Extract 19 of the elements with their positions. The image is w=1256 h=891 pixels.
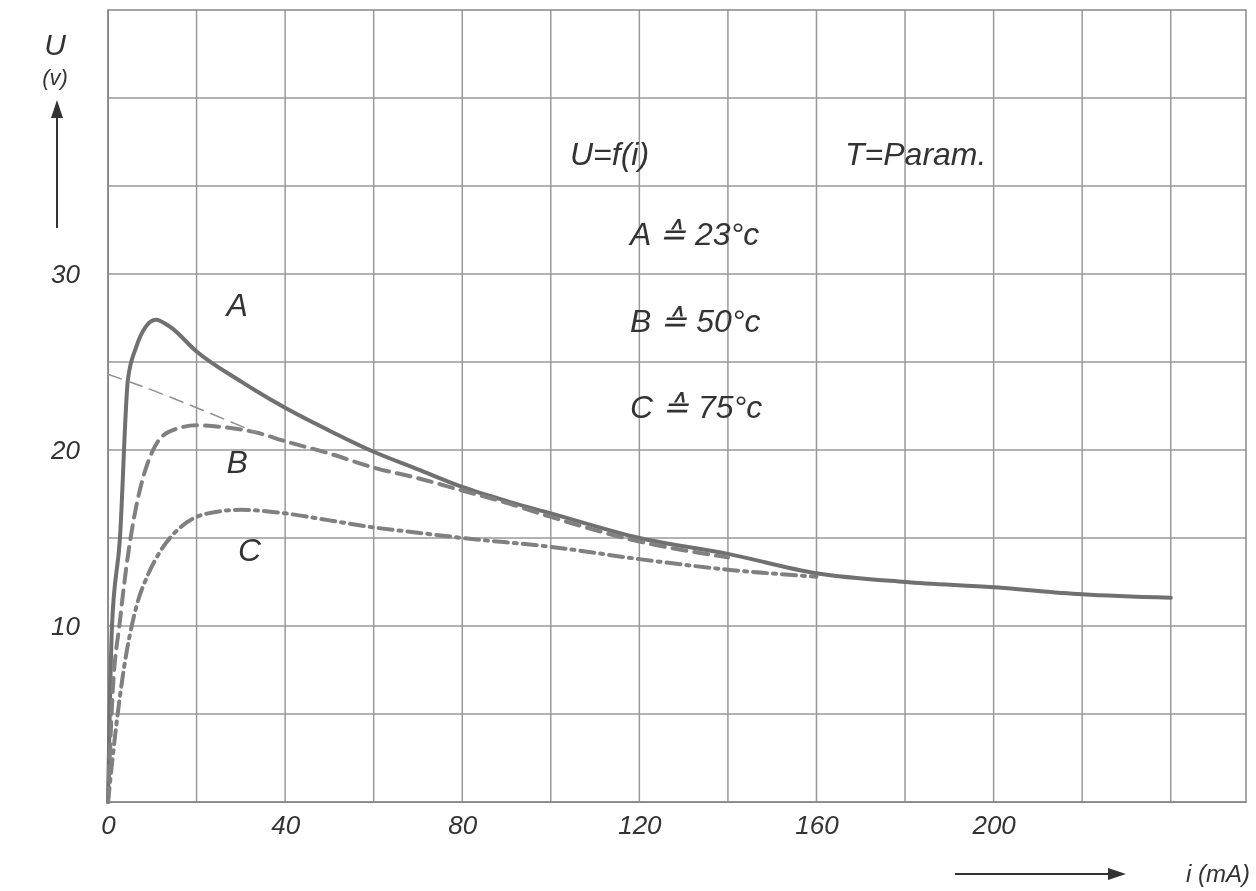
series-label: A bbox=[224, 287, 248, 324]
y-axis-title: U (v) bbox=[42, 28, 68, 90]
x-tick-label: 120 bbox=[618, 810, 663, 841]
x-tick-label: 40 bbox=[271, 810, 301, 841]
x-tick-label: 200 bbox=[971, 810, 1017, 841]
series-label: C bbox=[238, 532, 263, 569]
y-tick-label: 30 bbox=[51, 258, 81, 289]
series-label: B bbox=[226, 444, 248, 481]
x-tick-label: 80 bbox=[448, 810, 478, 841]
x-tick-label: 0 bbox=[101, 810, 117, 841]
annotation: T=Param. bbox=[845, 136, 987, 172]
x-tick-label: 160 bbox=[795, 810, 840, 841]
annotation: C ≙ 75°c bbox=[630, 389, 763, 425]
x-axis-title: i (mA) bbox=[1186, 860, 1250, 887]
annotation: B ≙ 50°c bbox=[630, 303, 761, 339]
annotation: A ≙ 23°c bbox=[628, 216, 760, 252]
y-tick-label: 20 bbox=[50, 434, 81, 465]
annotation: U=f(i) bbox=[570, 136, 650, 172]
y-tick-label: 10 bbox=[51, 610, 81, 641]
